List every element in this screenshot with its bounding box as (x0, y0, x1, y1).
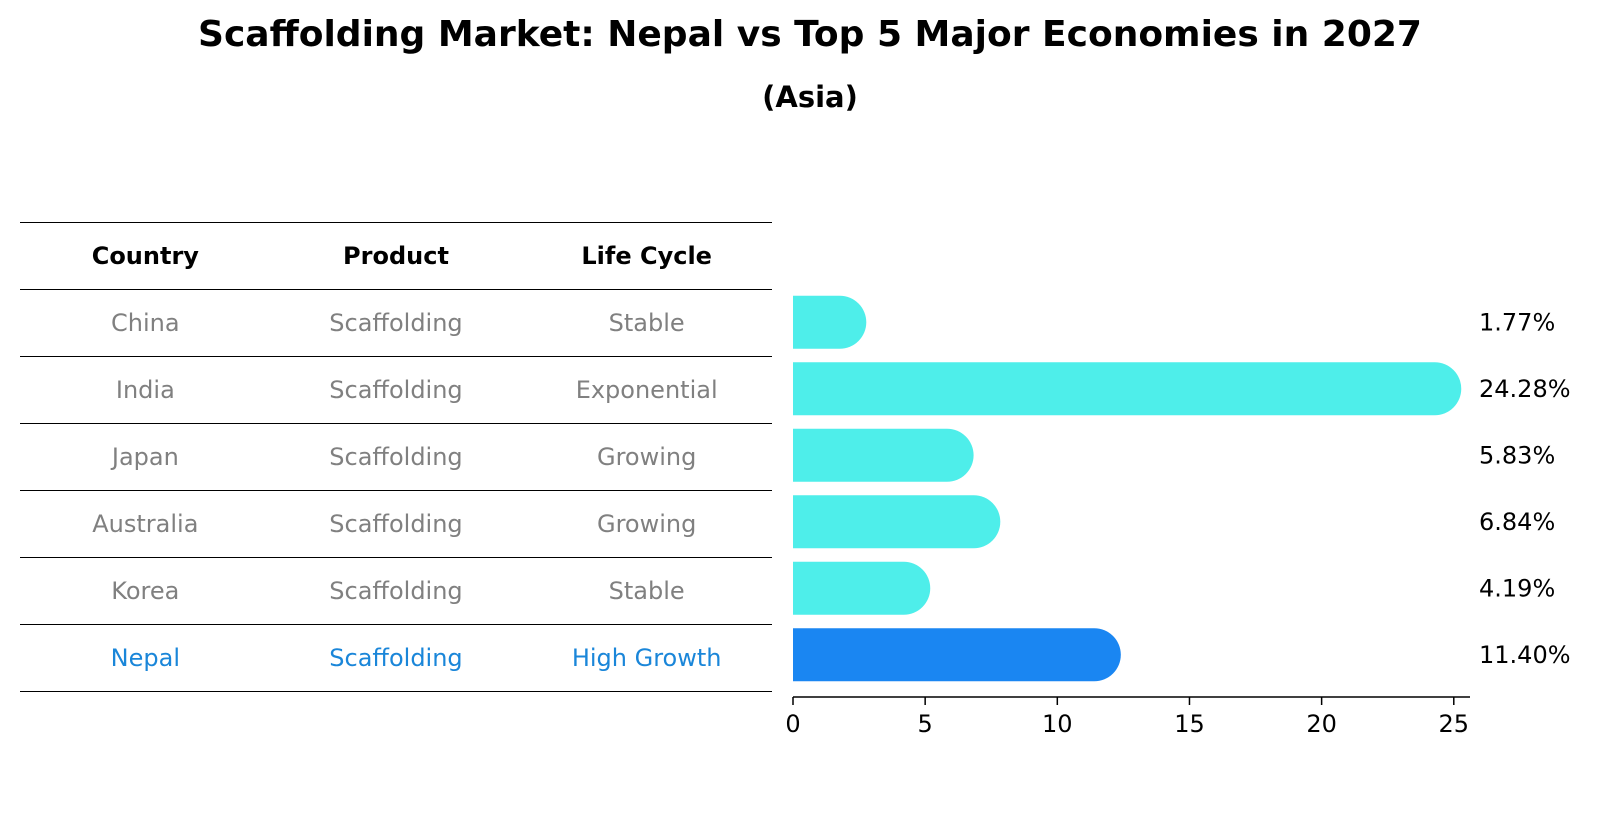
bar-japan (793, 428, 974, 482)
cell-life-cycle: High Growth (521, 624, 772, 692)
table-header-row: Country Product Life Cycle (20, 222, 772, 290)
value-label: 1.77% (1479, 308, 1555, 336)
cell-product: Scaffolding (270, 557, 522, 625)
cell-life-cycle: Growing (521, 423, 772, 491)
table-row: India Scaffolding Exponential (20, 356, 772, 424)
x-tick-label: 10 (1042, 710, 1073, 738)
cell-life-cycle: Stable (521, 289, 772, 357)
bar-nepal (793, 628, 1121, 682)
value-label: 5.83% (1479, 441, 1555, 469)
value-label: 6.84% (1479, 508, 1555, 536)
x-tick-label: 5 (918, 710, 933, 738)
cell-product: Scaffolding (270, 423, 522, 491)
bar-india (793, 362, 1462, 416)
cell-life-cycle: Growing (521, 490, 772, 558)
cell-product: Scaffolding (270, 624, 522, 692)
bar-korea (793, 561, 931, 615)
cell-country: Nepal (20, 624, 271, 692)
bar-australia (793, 495, 1001, 549)
cell-country: China (20, 289, 271, 357)
x-tick-label: 25 (1439, 710, 1470, 738)
cell-product: Scaffolding (270, 490, 522, 558)
cell-life-cycle: Exponential (521, 356, 772, 424)
table-row-highlight: Nepal Scaffolding High Growth (20, 624, 772, 692)
header-product: Product (270, 222, 522, 290)
cell-product: Scaffolding (270, 356, 522, 424)
value-label: 11.40% (1479, 641, 1571, 669)
cell-country: Australia (20, 490, 271, 558)
header-life-cycle: Life Cycle (521, 222, 772, 290)
cell-country: Korea (20, 557, 271, 625)
bar-china (793, 295, 867, 349)
table-row: Australia Scaffolding Growing (20, 490, 772, 558)
value-label: 24.28% (1479, 375, 1571, 403)
x-tick-label: 0 (785, 710, 800, 738)
chart-title: Scaffolding Market: Nepal vs Top 5 Major… (198, 14, 1422, 55)
table-row: China Scaffolding Stable (20, 289, 772, 357)
cell-product: Scaffolding (270, 289, 522, 357)
table-row: Korea Scaffolding Stable (20, 557, 772, 625)
table-row: Japan Scaffolding Growing (20, 423, 772, 491)
x-tick-label: 15 (1174, 710, 1205, 738)
chart-subtitle: (Asia) (762, 80, 858, 114)
value-label: 4.19% (1479, 574, 1555, 602)
cell-life-cycle: Stable (521, 557, 772, 625)
header-country: Country (20, 222, 271, 290)
cell-country: India (20, 356, 271, 424)
x-tick-label: 20 (1306, 710, 1337, 738)
country-table: Country Product Life Cycle China Scaffol… (20, 222, 772, 692)
cell-country: Japan (20, 423, 271, 491)
